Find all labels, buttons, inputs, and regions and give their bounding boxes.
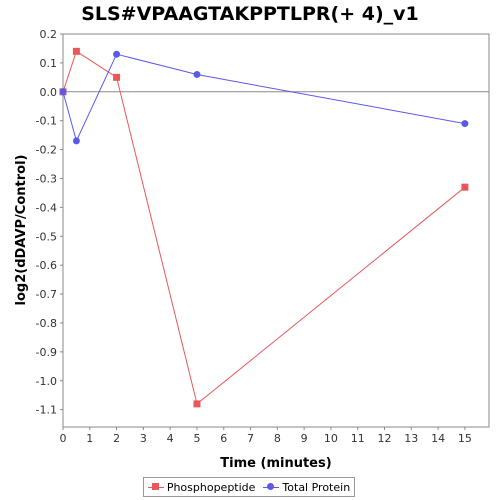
legend-label: Phosphopeptide [166, 480, 256, 494]
data-point [113, 73, 121, 81]
y-tick-label: -0.3 [36, 172, 57, 185]
x-tick-label: 8 [274, 432, 281, 445]
data-point [72, 47, 80, 55]
square-marker-icon [147, 483, 164, 491]
x-tick-label: 10 [324, 432, 338, 445]
x-tick-label: 9 [301, 432, 308, 445]
x-tick-label: 7 [247, 432, 254, 445]
y-tick-label: -1.1 [36, 404, 57, 417]
legend-item-phosphopeptide: Phosphopeptide [147, 480, 256, 494]
x-tick-label: 11 [351, 432, 365, 445]
x-tick-label: 4 [167, 432, 174, 445]
legend-label: Total Protein [282, 480, 351, 494]
x-tick-label: 13 [404, 432, 418, 445]
y-tick-label: -0.7 [36, 288, 57, 301]
x-tick-label: 15 [458, 432, 472, 445]
y-tick-label: -0.5 [36, 230, 57, 243]
y-tick-label: 0.0 [40, 86, 58, 99]
data-point [461, 120, 469, 128]
x-tick-label: 6 [220, 432, 227, 445]
chart-title: SLS#VPAAGTAKPPTLPR(+ 4)_v1 [81, 3, 419, 25]
data-point [193, 70, 201, 78]
y-tick-label: -0.4 [36, 201, 57, 214]
legend-item-total-protein: Total Protein [263, 481, 350, 494]
y-tick-label: -0.2 [36, 144, 57, 157]
y-tick-label: -0.8 [36, 317, 57, 330]
circle-marker-icon [263, 483, 280, 491]
x-tick-label: 3 [140, 432, 147, 445]
y-tick-label: 0.1 [40, 57, 58, 70]
y-tick-label: 0.2 [40, 28, 58, 41]
x-tick-label: 12 [378, 432, 392, 445]
plot-area [62, 33, 490, 428]
x-tick-label: 5 [193, 432, 200, 445]
x-axis-label: Time (minutes) [220, 456, 331, 471]
x-tick-label: 0 [60, 432, 67, 445]
legend: Phosphopeptide Total Protein [143, 477, 355, 497]
x-tick-label: 1 [86, 432, 93, 445]
x-tick-label: 2 [113, 432, 120, 445]
y-tick-label: -0.1 [36, 115, 57, 128]
y-tick-label: -1.0 [36, 375, 57, 388]
x-tick-label: 14 [431, 432, 445, 445]
data-point [113, 50, 121, 58]
y-axis-label: log2(dDAVP/Control) [14, 155, 29, 306]
data-point [72, 137, 80, 145]
data-point [59, 88, 67, 96]
y-tick-label: -0.9 [36, 346, 57, 359]
data-point [193, 400, 201, 408]
y-tick-label: -0.6 [36, 259, 57, 272]
data-point [461, 183, 469, 191]
